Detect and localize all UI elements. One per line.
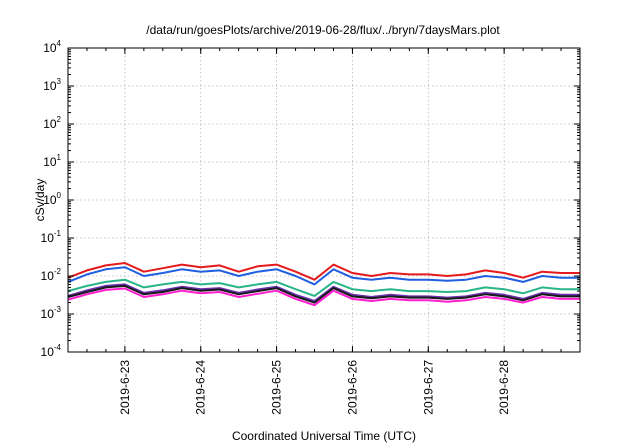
y-tick-label: 10-4 xyxy=(41,343,62,359)
y-tick-label-base: 10 xyxy=(43,117,57,131)
y-tick-label: 104 xyxy=(43,39,61,55)
x-tick-label: 2019-6-26 xyxy=(345,360,359,415)
series-group xyxy=(67,262,580,307)
y-tick-label: 103 xyxy=(43,77,61,93)
series-line-2 xyxy=(67,266,580,286)
grid xyxy=(68,48,580,352)
y-tick-label-base: 10 xyxy=(41,231,55,245)
y-tick-label-exponent: -4 xyxy=(54,343,62,352)
y-tick-label: 10-1 xyxy=(41,229,62,245)
y-tick-label-exponent: -2 xyxy=(54,267,62,276)
y-tick-label-exponent: 2 xyxy=(57,115,62,124)
y-tick-label-exponent: 4 xyxy=(57,39,62,48)
y-tick-label: 10-2 xyxy=(41,267,62,283)
x-tick-label: 2019-6-28 xyxy=(497,360,511,415)
y-tick-label: 100 xyxy=(43,191,61,207)
y-tick-label-base: 10 xyxy=(41,345,55,359)
y-tick-label-exponent: -1 xyxy=(54,229,62,238)
y-tick-label-base: 10 xyxy=(43,41,57,55)
y-tick-label: 101 xyxy=(43,153,61,169)
x-tick-label: 2019-6-25 xyxy=(270,360,284,415)
series-line-6 xyxy=(67,287,580,307)
y-tick-label-exponent: 1 xyxy=(57,153,62,162)
y-tick-label-base: 10 xyxy=(43,79,57,93)
x-tick-label: 2019-6-24 xyxy=(194,360,208,415)
axes: 10-410-310-210-11001011021031042019-6-23… xyxy=(41,39,581,415)
series-line-4 xyxy=(67,283,580,302)
y-tick-label-base: 10 xyxy=(43,155,57,169)
y-tick-label: 102 xyxy=(43,115,61,131)
x-tick-label: 2019-6-23 xyxy=(118,360,132,415)
x-tick-label: 2019-6-27 xyxy=(421,360,435,415)
y-tick-label-exponent: -3 xyxy=(54,305,62,314)
y-tick-label-base: 10 xyxy=(43,193,57,207)
y-tick-label-base: 10 xyxy=(41,307,55,321)
y-tick-label: 10-3 xyxy=(41,305,62,321)
y-tick-label-base: 10 xyxy=(41,269,55,283)
series-line-3 xyxy=(67,278,580,297)
y-tick-label-exponent: 0 xyxy=(57,191,62,200)
series-line-5 xyxy=(67,284,580,304)
x-axis-label: Coordinated Universal Time (UTC) xyxy=(232,429,416,443)
chart-title: /data/run/goesPlots/archive/2019-06-28/f… xyxy=(146,23,500,37)
series-line-1 xyxy=(67,262,580,281)
y-tick-label-exponent: 3 xyxy=(57,77,62,86)
y-axis-label: cSv/day xyxy=(33,179,47,222)
